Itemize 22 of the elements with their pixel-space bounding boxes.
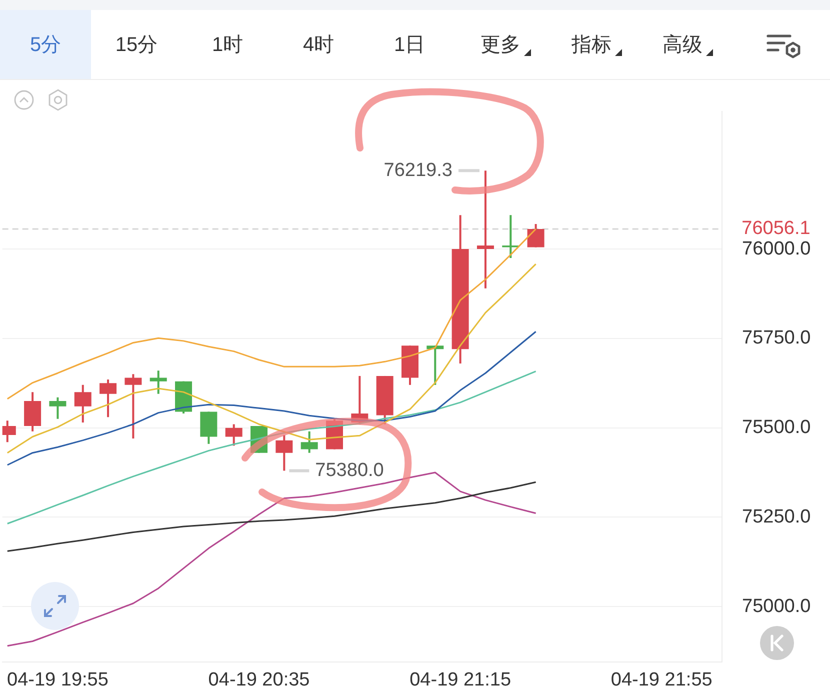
- text: 1时: [212, 34, 244, 56]
- text: 5分: [30, 34, 62, 56]
- x-tick-label: 04-19 21:15: [410, 670, 512, 691]
- annotation: 76219.3: [384, 160, 452, 181]
- text: 15分: [115, 34, 158, 56]
- text: 1日: [394, 34, 426, 56]
- text: 指标: [572, 34, 612, 56]
- y-tick-label: 75500.0: [742, 417, 811, 438]
- x-tick-label: 04-19 20:35: [208, 670, 310, 691]
- text: 高级: [662, 34, 702, 56]
- x-tick-label: 04-19 19:55: [7, 670, 108, 691]
- annotation: 75380.0: [315, 460, 384, 481]
- text: 4时: [302, 34, 334, 56]
- x-tick-label: 04-19 21:55: [610, 670, 712, 691]
- y-tick-label: 75000.0: [742, 596, 811, 617]
- candlestick: [502, 215, 520, 258]
- y-tick-label: 76000.0: [742, 238, 811, 260]
- y-tick-label: 75250.0: [742, 506, 811, 528]
- text: 更多: [480, 34, 520, 56]
- candlestick: [476, 170, 494, 288]
- ref-line-label: 76056.1: [742, 218, 810, 240]
- y-tick-label: 75750.0: [742, 328, 811, 349]
